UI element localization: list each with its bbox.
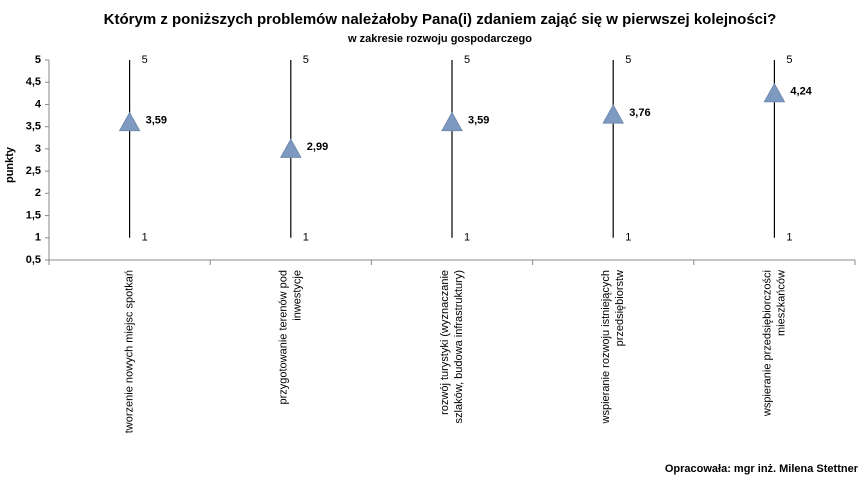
x-tick-label: inwestycje [292, 270, 304, 321]
marker [441, 111, 463, 132]
low-label: 1 [142, 232, 148, 244]
chart-title: Którym z poniższych problemów należałoby… [104, 11, 777, 28]
value-label: 2,99 [307, 141, 328, 153]
y-tick-label: 3 [35, 143, 41, 155]
y-tick-label: 4 [35, 98, 42, 110]
x-tick-label: przygotowanie terenów pod [278, 270, 290, 405]
marker [118, 111, 141, 132]
low-label: 1 [464, 232, 470, 244]
x-tick-label: przedsiębiorstw [614, 270, 626, 346]
x-tick-label: tworzenie nowych miejsc spotkań [124, 270, 136, 433]
value-label: 4,24 [790, 86, 812, 98]
x-tick-label: wspieranie rozwoju istniejących [600, 270, 612, 424]
value-label: 3,59 [468, 115, 489, 127]
marker [602, 104, 625, 124]
y-tick-label: 4,5 [26, 76, 41, 88]
marker [763, 82, 786, 103]
low-label: 1 [303, 232, 309, 244]
y-tick-label: 2 [35, 187, 41, 199]
low-label: 1 [625, 232, 631, 244]
high-label: 5 [303, 54, 309, 66]
y-tick-label: 1 [35, 232, 41, 244]
value-label: 3,76 [629, 107, 650, 119]
y-tick-label: 0,5 [26, 254, 41, 266]
low-label: 1 [786, 232, 792, 244]
high-label: 5 [142, 54, 148, 66]
y-tick-label: 2,5 [26, 165, 41, 177]
y-axis-label: punkty [4, 146, 16, 183]
value-label: 3,59 [146, 115, 167, 127]
footer: Opracowała: mgr inż. Milena Stettner [665, 463, 859, 475]
high-label: 5 [786, 54, 792, 66]
x-tick-label: rozwój turystyki (wyznaczanie [439, 270, 451, 415]
x-tick-label: mieszkańców [775, 270, 787, 336]
x-tick-label: szlaków, budowa infrastruktury) [453, 270, 465, 423]
y-tick-label: 1,5 [26, 209, 41, 221]
marker [279, 138, 302, 158]
chart-subtitle: w zakresie rozwoju gospodarczego [347, 33, 532, 45]
y-tick-label: 5 [35, 54, 41, 66]
high-label: 5 [464, 54, 470, 66]
high-label: 5 [625, 54, 631, 66]
y-tick-label: 3,5 [26, 121, 41, 133]
x-tick-label: wspieranie przedsiębiorczości [761, 270, 773, 417]
